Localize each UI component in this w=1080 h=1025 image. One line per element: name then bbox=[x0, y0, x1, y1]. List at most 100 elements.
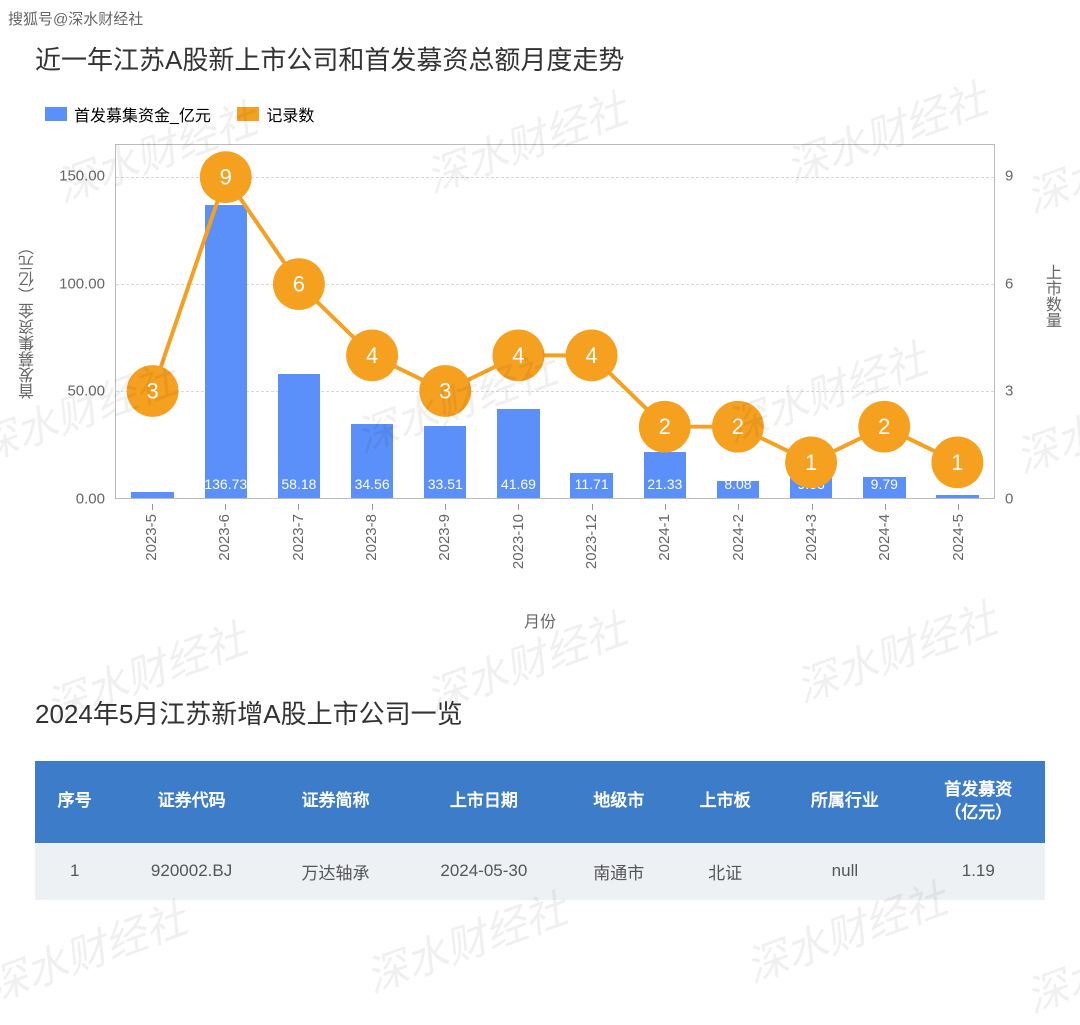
y-axis-left-label: 首发募集资金（亿元） bbox=[17, 239, 41, 399]
bar: 8.08 bbox=[717, 481, 759, 498]
x-tick-label: 2023-5 bbox=[143, 514, 160, 561]
x-tick-label: 2024-4 bbox=[876, 514, 893, 561]
bar-column: 21.33 bbox=[628, 145, 701, 498]
x-tick-label: 2023-6 bbox=[216, 514, 233, 561]
table-header-cell: 证券简称 bbox=[269, 761, 402, 843]
x-tick-label: 2023-10 bbox=[510, 514, 527, 569]
table-cell: null bbox=[778, 843, 911, 900]
chart-plot: 2.74 136.73 58.18 34.56 33.51 41.69 11.71 21.33… bbox=[115, 144, 995, 499]
y-left-tick: 150.00 bbox=[59, 168, 105, 185]
x-tick: 2023-7 bbox=[262, 504, 335, 604]
x-tick-label: 2023-8 bbox=[363, 514, 380, 561]
x-axis-title: 月份 bbox=[45, 608, 1035, 632]
x-tick: 2023-5 bbox=[115, 504, 188, 604]
table-header-cell: 上市板 bbox=[672, 761, 778, 843]
legend-bar: 首发募集资金_亿元 bbox=[45, 102, 211, 126]
table-header-row: 序号证券代码证券简称上市日期地级市上市板所属行业首发募资（亿元） bbox=[35, 761, 1045, 843]
legend-bar-swatch bbox=[45, 107, 67, 121]
bar: 2.74 bbox=[131, 492, 173, 498]
legend-line-label: 记录数 bbox=[266, 102, 314, 126]
y-axis-right-ticks: 9630 bbox=[1005, 144, 1035, 499]
table-cell: 2024-05-30 bbox=[402, 843, 565, 900]
table-row: 1920002.BJ万达轴承2024-05-30南通市北证null1.19 bbox=[35, 843, 1045, 900]
x-tick: 2023-6 bbox=[188, 504, 261, 604]
chart-area: 首发募集资金（亿元） 上市数量 150.00100.0050.000.00 96… bbox=[45, 144, 1035, 604]
bar-value-label: 21.33 bbox=[647, 476, 682, 492]
bar-column: 33.51 bbox=[409, 145, 482, 498]
x-tick: 2023-8 bbox=[335, 504, 408, 604]
bar: 33.51 bbox=[424, 426, 466, 498]
bar-value-label: 11.71 bbox=[575, 476, 609, 492]
bar-value-label: 2.74 bbox=[139, 476, 166, 492]
bar-value-label: 34.56 bbox=[355, 476, 390, 492]
watermark-tag: 搜狐号@深水财经社 bbox=[8, 8, 143, 29]
legend-bar-label: 首发募集资金_亿元 bbox=[74, 102, 211, 126]
bar: 9.79 bbox=[863, 477, 905, 498]
x-tick-label: 2023-9 bbox=[436, 514, 453, 561]
bar-column: 9.33 bbox=[775, 145, 848, 498]
table-cell: 920002.BJ bbox=[114, 843, 268, 900]
x-tick-label: 2024-2 bbox=[730, 514, 747, 561]
bar: 136.73 bbox=[205, 205, 247, 498]
ipo-table: 序号证券代码证券简称上市日期地级市上市板所属行业首发募资（亿元） 1920002… bbox=[35, 761, 1045, 900]
bar-column: 11.71 bbox=[555, 145, 628, 498]
table-title: 2024年5月江苏新增A股上市公司一览 bbox=[35, 694, 1045, 731]
bar-value-label: 9.79 bbox=[871, 476, 898, 492]
bar-column: 8.08 bbox=[701, 145, 774, 498]
bar-value-label: 33.51 bbox=[428, 476, 463, 492]
bar-column: 2.74 bbox=[116, 145, 189, 498]
bar-column: 41.69 bbox=[482, 145, 555, 498]
y-axis-left-ticks: 150.00100.0050.000.00 bbox=[45, 144, 105, 499]
bar-column: 58.18 bbox=[262, 145, 335, 498]
bar-value-label: 9.33 bbox=[798, 476, 825, 492]
x-tick: 2023-9 bbox=[408, 504, 481, 604]
bar: 21.33 bbox=[644, 452, 686, 498]
y-axis-right-label: 上市数量 bbox=[1039, 264, 1063, 328]
bar: 11.71 bbox=[570, 473, 612, 498]
x-axis: 2023-5 2023-6 2023-7 2023-8 2023-9 2023-10 202… bbox=[115, 504, 995, 604]
table-cell: 1.19 bbox=[912, 843, 1045, 900]
table-header-cell: 地级市 bbox=[566, 761, 672, 843]
bar: 34.56 bbox=[351, 424, 393, 498]
x-tick-label: 2023-12 bbox=[583, 514, 600, 569]
bar-column bbox=[921, 145, 994, 498]
chart-legend: 首发募集资金_亿元 记录数 bbox=[45, 102, 1045, 126]
table-header-cell: 证券代码 bbox=[114, 761, 268, 843]
y-right-tick: 6 bbox=[1005, 275, 1013, 292]
legend-line: 记录数 bbox=[237, 102, 314, 126]
y-right-tick: 9 bbox=[1005, 168, 1013, 185]
bar-value-label: 136.73 bbox=[204, 476, 247, 492]
table-header-cell: 上市日期 bbox=[402, 761, 565, 843]
table-header-cell: 所属行业 bbox=[778, 761, 911, 843]
x-tick-label: 2023-7 bbox=[290, 514, 307, 561]
chart-bars: 2.74 136.73 58.18 34.56 33.51 41.69 11.71 21.33… bbox=[116, 145, 994, 498]
bar-column: 9.79 bbox=[848, 145, 921, 498]
legend-line-swatch bbox=[237, 107, 259, 121]
bar: 9.33 bbox=[790, 478, 832, 498]
table-header-cell: 序号 bbox=[35, 761, 114, 843]
x-tick: 2024-4 bbox=[848, 504, 921, 604]
bar-value-label: 58.18 bbox=[281, 476, 316, 492]
table-header-cell: 首发募资（亿元） bbox=[912, 761, 1045, 843]
x-tick-label: 2024-5 bbox=[950, 514, 967, 561]
bar-column: 136.73 bbox=[189, 145, 262, 498]
chart-title: 近一年江苏A股新上市公司和首发募资总额月度走势 bbox=[35, 40, 1045, 77]
bar: 41.69 bbox=[497, 409, 539, 498]
x-tick: 2024-2 bbox=[702, 504, 775, 604]
bar bbox=[936, 495, 978, 498]
x-tick-label: 2024-1 bbox=[656, 514, 673, 561]
x-tick-label: 2024-3 bbox=[803, 514, 820, 561]
y-left-tick: 100.00 bbox=[59, 275, 105, 292]
x-tick: 2023-12 bbox=[555, 504, 628, 604]
y-right-tick: 0 bbox=[1005, 491, 1013, 508]
x-tick: 2023-10 bbox=[482, 504, 555, 604]
bar-column: 34.56 bbox=[336, 145, 409, 498]
x-tick: 2024-5 bbox=[922, 504, 995, 604]
table-cell: 北证 bbox=[672, 843, 778, 900]
y-left-tick: 0.00 bbox=[76, 491, 105, 508]
x-tick: 2024-3 bbox=[775, 504, 848, 604]
table-body: 1920002.BJ万达轴承2024-05-30南通市北证null1.19 bbox=[35, 843, 1045, 900]
table-cell: 1 bbox=[35, 843, 114, 900]
bar-value-label: 41.69 bbox=[501, 476, 536, 492]
bar-value-label: 8.08 bbox=[724, 476, 751, 492]
